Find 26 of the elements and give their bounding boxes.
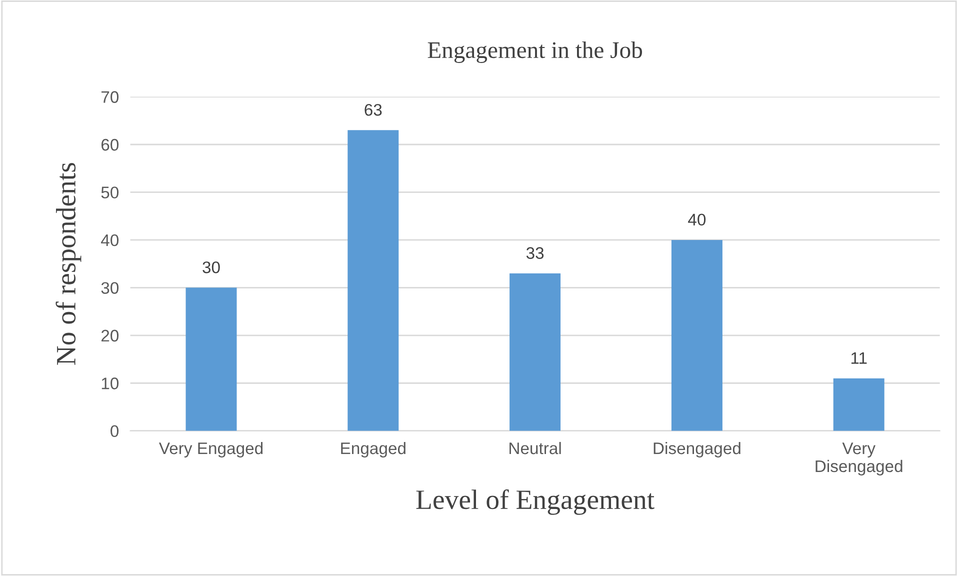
data-label: 30 [202,261,220,274]
data-label: 33 [526,247,544,259]
data-label: 11 [851,352,867,364]
bar [186,288,237,431]
bar [510,273,561,431]
y-axis-title: No of respondents [56,162,82,365]
y-tick-label: 20 [101,330,119,342]
data-label: 40 [688,214,706,226]
bar [671,240,722,431]
y-tick-label: 0 [110,425,119,438]
x-tick-label: Very Engaged [158,442,263,458]
chart-title: Engagement in the Job [428,41,642,63]
bar [348,130,399,431]
x-tick-label: Disengaged [654,442,740,458]
y-tick-label: 30 [101,282,119,294]
y-tick-label: 40 [101,234,119,246]
y-tick-label: 70 [101,91,119,103]
y-tick-label: 10 [102,378,119,390]
y-tick-label: 50 [101,186,119,198]
x-axis-title: Level of Engagement [416,489,654,515]
x-tick-label: Very Disengaged [816,442,902,476]
data-label: 63 [364,104,382,116]
x-tick-label: Engaged [341,442,406,458]
y-tick-label: 60 [101,138,119,151]
x-tick-label: Neutral [510,442,561,454]
bar [833,378,884,431]
